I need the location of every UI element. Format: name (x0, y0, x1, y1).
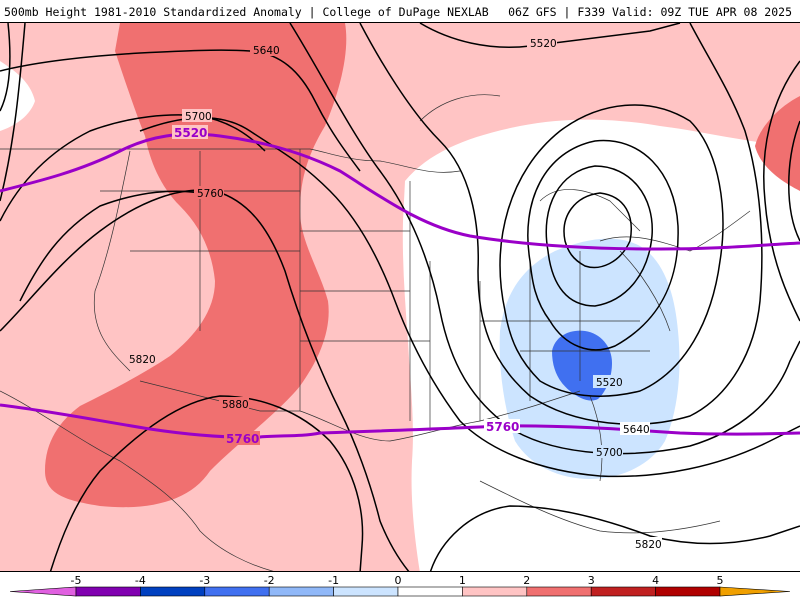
colorbar-tick-label: -2 (264, 574, 275, 587)
contour-5760-w (19, 190, 201, 302)
colorbar-block-m3 (140, 586, 206, 597)
colorbar-block-m2 (204, 586, 270, 597)
contour-east-2 (788, 120, 800, 242)
contour-label-5760-w: 5760 (197, 188, 224, 200)
colorbar-tick-label: 2 (523, 574, 530, 587)
contour-5520-se (499, 104, 724, 397)
map-title: 500mb Height 1981-2010 Standardized Anom… (4, 5, 489, 19)
contour-low-3 (527, 139, 679, 351)
map-canvas: 5640 5520 5700 5760 5820 5880 5520 5640 … (0, 23, 800, 571)
purple-label-5760-w: 5760 (226, 432, 259, 446)
colorbar-block-m4 (75, 586, 141, 597)
colorbar-tick-label: 1 (459, 574, 466, 587)
contour-label-5820-s: 5820 (635, 539, 662, 551)
contour-5820-s (429, 505, 800, 571)
contour-label-5700-w: 5700 (185, 111, 212, 123)
purple-label-5760-e: 5760 (486, 420, 519, 434)
contour-5760 (139, 117, 800, 478)
purple-label-5520: 5520 (174, 126, 207, 140)
colorbar-block-p1 (462, 586, 528, 597)
contour-5880 (49, 395, 364, 571)
colorbar-tick-label: 0 (395, 574, 402, 587)
contour-label-5520-top: 5520 (530, 38, 557, 50)
colorbar-block-p0 (397, 586, 463, 597)
purple-line-5760 (0, 403, 800, 439)
contour-5640-nw (0, 49, 361, 172)
contour-inner-low (563, 192, 632, 269)
contour-label-5880-sw: 5880 (222, 399, 249, 411)
contour-label-5640-se: 5640 (623, 424, 650, 436)
title-bar: 500mb Height 1981-2010 Standardized Anom… (0, 0, 800, 22)
contour-5700-se (289, 23, 800, 455)
colorbar-tick-label: -1 (328, 574, 339, 587)
colorbar-tick-label: 5 (717, 574, 724, 587)
colorbar-block-p3 (590, 586, 656, 597)
contour-label-5820-sw: 5820 (129, 354, 156, 366)
model-run-info: 06Z GFS | F339 Valid: 09Z TUE APR 08 202… (508, 5, 792, 19)
colorbar-tick-label: -3 (199, 574, 210, 587)
contour-5700-w (0, 114, 266, 222)
anomaly-positive-ne (541, 23, 800, 151)
colorbar-arrow-left (9, 586, 77, 597)
contour-low-2 (545, 165, 653, 307)
contour-label-group: 5640 5520 5700 5760 5820 5880 5520 5640 … (126, 36, 662, 551)
colorbar-tick-label: -4 (135, 574, 146, 587)
purple-reference-lines (0, 132, 800, 439)
colorbar-block-m0 (333, 586, 399, 597)
contour-label-5520-se: 5520 (596, 377, 623, 389)
purple-line-5520 (0, 132, 800, 251)
contour-label-5640-nw: 5640 (253, 45, 280, 57)
contour-5820 (0, 189, 410, 571)
colorbar-tick-label: 4 (652, 574, 659, 587)
colorbar: -5 -4 -3 -2 -1 0 1 2 3 4 5 (0, 573, 800, 600)
colorbar-svg: -5 -4 -3 -2 -1 0 1 2 3 4 5 (9, 574, 791, 597)
contour-far-west-1 (0, 23, 26, 202)
colorbar-tick-label: -5 (71, 574, 82, 587)
contour-east-1 (763, 60, 800, 322)
colorbar-block-p2 (526, 586, 592, 597)
colorbar-block-p4 (655, 586, 721, 597)
contour-far-west-2 (0, 23, 11, 112)
contour-label-5700-se: 5700 (596, 447, 623, 459)
purple-label-group: 5520 5760 5760 (172, 125, 520, 446)
colorbar-block-m1 (268, 586, 334, 597)
anomaly-strong-ne (755, 96, 800, 191)
colorbar-tick-label: 3 (588, 574, 595, 587)
map-panel: 5640 5520 5700 5760 5820 5880 5520 5640 … (0, 22, 800, 572)
colorbar-arrow-right (719, 586, 791, 597)
